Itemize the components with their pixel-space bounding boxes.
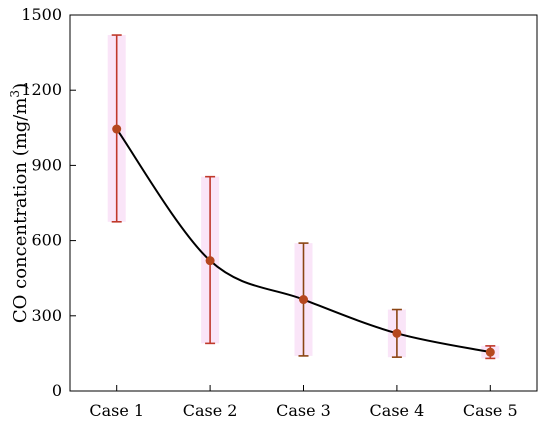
x-tick-label: Case 2 [183,401,238,420]
series-line [115,128,491,354]
x-tick-label: Case 5 [463,401,518,420]
data-point-layer [112,124,495,357]
x-tick-label: Case 1 [89,401,144,420]
y-axis-title: CO concentration (mg/m3) [8,83,31,323]
y-axis-title-superscript: 3 [8,90,22,98]
y-axis-title-close: ) [10,83,31,90]
y-tick-layer: 0 300 600 900 1200 1500 [21,5,76,400]
data-point [485,347,495,357]
data-point [392,328,402,338]
y-axis-title-main: CO concentration (mg/m [10,98,31,324]
x-tick-layer: Case 1 Case 2 Case 3 Case 4 Case 5 [89,385,518,420]
error-bar-layer [111,34,496,360]
y-tick-label: 600 [31,231,62,250]
y-tick-label: 1500 [21,5,62,24]
data-point [299,295,308,305]
x-tick-label: Case 3 [276,401,331,420]
x-tick-label: Case 4 [370,401,425,420]
data-point [205,256,215,266]
data-point [112,124,122,134]
y-tick-label: 900 [31,155,62,174]
y-tick-label: 0 [52,381,62,400]
y-tick-label: 300 [31,306,62,325]
y-tick-label: 1200 [21,80,62,99]
